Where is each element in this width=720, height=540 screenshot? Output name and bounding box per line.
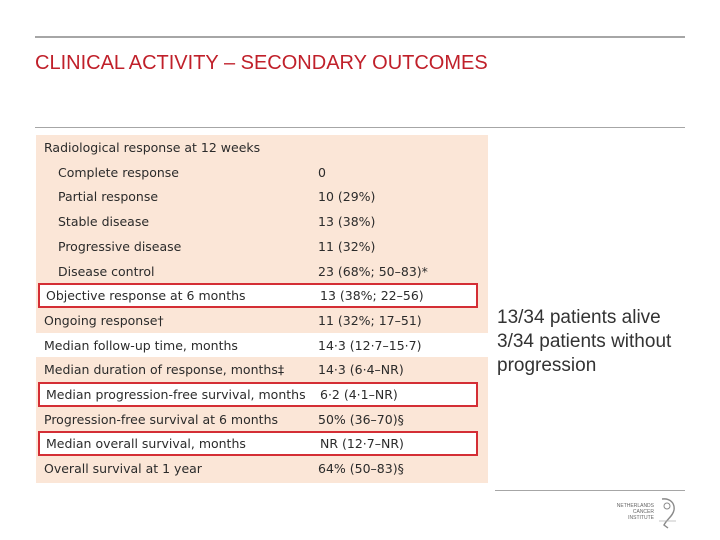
outcomes-table: Radiological response at 12 weeks Comple…: [36, 135, 488, 483]
table-row-highlighted: Median overall survival, months NR (12·7…: [38, 431, 478, 457]
table-row: Complete response 0: [36, 160, 488, 185]
row-value: 14·3 (6·4–NR): [318, 362, 404, 378]
row-value: 14·3 (12·7–15·7): [318, 337, 422, 353]
row-value: 10 (29%): [318, 189, 376, 205]
footer-divider: [495, 490, 685, 491]
row-label: Disease control: [58, 263, 155, 279]
row-label: Stable disease: [58, 214, 150, 230]
row-label: Objective response at 6 months: [46, 288, 246, 304]
table-row: Partial response 10 (29%): [36, 184, 488, 209]
row-value: 64% (50–83)§: [318, 461, 404, 477]
row-label: Progression-free survival at 6 months: [44, 411, 279, 427]
row-value: 11 (32%; 17–51): [318, 312, 422, 328]
row-value: 13 (38%): [318, 214, 376, 230]
table-row: Median follow-up time, months 14·3 (12·7…: [36, 332, 488, 358]
table-row: Radiological response at 12 weeks: [36, 135, 488, 160]
table-row: Disease control 23 (68%; 50–83)*: [36, 259, 488, 284]
row-label: Overall survival at 1 year: [44, 461, 202, 477]
table-row-highlighted: Objective response at 6 months 13 (38%; …: [38, 283, 478, 308]
row-label: Median duration of response, months‡: [44, 362, 285, 378]
row-value: 6·2 (4·1–NR): [320, 387, 398, 402]
row-value: 11 (32%): [318, 238, 376, 254]
row-label: Median overall survival, months: [46, 436, 246, 452]
row-value: 13 (38%; 22–56): [320, 288, 424, 304]
table-row: Median duration of response, months‡ 14·…: [36, 357, 488, 382]
table-row: Progression-free survival at 6 months 50…: [36, 407, 488, 432]
slide-title: CLINICAL ACTIVITY – SECONDARY OUTCOMES: [35, 52, 488, 74]
note-line: progression: [497, 355, 597, 376]
title-divider: [35, 127, 685, 128]
logo-text: NETHERLANDS CANCER INSTITUTE: [616, 503, 654, 521]
nki-logo-icon: [659, 498, 676, 529]
row-label: Ongoing response†: [44, 312, 164, 328]
row-label: Median follow-up time, months: [44, 337, 238, 353]
row-value: NR (12·7–NR): [320, 436, 404, 452]
table-row: Overall survival at 1 year 64% (50–83)§: [36, 456, 488, 481]
table-row-highlighted: Median progression-free survival, months…: [38, 382, 478, 407]
row-label: Radiological response at 12 weeks: [44, 140, 261, 155]
row-label: Partial response: [58, 189, 159, 205]
note-line: 13/34 patients alive: [497, 307, 661, 328]
row-label: Progressive disease: [58, 238, 182, 254]
institute-logo: NETHERLANDS CANCER INSTITUTE: [612, 497, 682, 533]
row-label: Median progression-free survival, months: [46, 387, 306, 402]
row-label: Complete response: [58, 164, 179, 180]
row-value: 50% (36–70)§: [318, 411, 404, 427]
table-row: Stable disease 13 (38%): [36, 209, 488, 234]
row-value: 23 (68%; 50–83)*: [318, 263, 428, 279]
table-row: Progressive disease 11 (32%): [36, 234, 488, 259]
top-divider: [35, 36, 685, 38]
table-row: Ongoing response† 11 (32%; 17–51): [36, 308, 488, 333]
note-line: 3/34 patients without: [497, 331, 672, 352]
row-value: 0: [318, 164, 326, 180]
survival-notes: 13/34 patients alive 3/34 patients witho…: [497, 306, 671, 378]
